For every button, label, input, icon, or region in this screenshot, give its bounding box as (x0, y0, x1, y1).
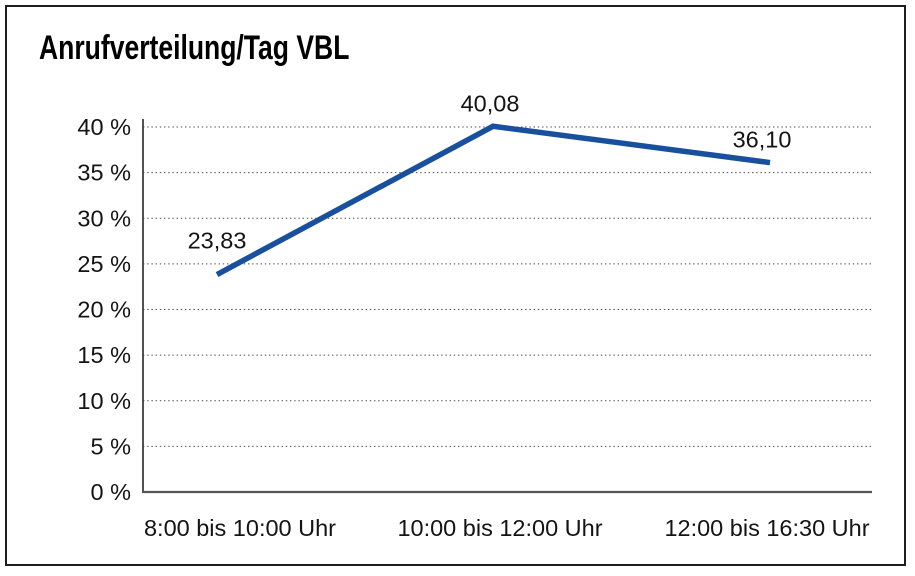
y-tick-label: 0 % (91, 479, 132, 505)
x-category-label: 12:00 bis 16:30 Uhr (664, 515, 869, 541)
chart-frame (5, 5, 906, 566)
data-point-label: 36,10 (733, 127, 792, 153)
x-category-label: 8:00 bis 10:00 Uhr (144, 515, 336, 541)
x-category-label: 10:00 bis 12:00 Uhr (397, 515, 602, 541)
data-line (215, 123, 771, 277)
y-tick-label: 15 % (77, 342, 131, 368)
y-tick-label: 25 % (77, 251, 131, 277)
y-tick-label: 10 % (77, 388, 131, 414)
y-tick-label: 30 % (77, 205, 131, 231)
y-tick-label: 35 % (77, 160, 131, 186)
data-point-label: 40,08 (461, 90, 520, 116)
y-tick-label: 40 % (77, 114, 131, 140)
y-tick-label: 5 % (91, 433, 132, 459)
y-tick-label: 20 % (77, 297, 131, 323)
data-point-label: 23,83 (188, 228, 247, 254)
chart-title: Anrufverteilung/Tag VBL (39, 29, 350, 67)
